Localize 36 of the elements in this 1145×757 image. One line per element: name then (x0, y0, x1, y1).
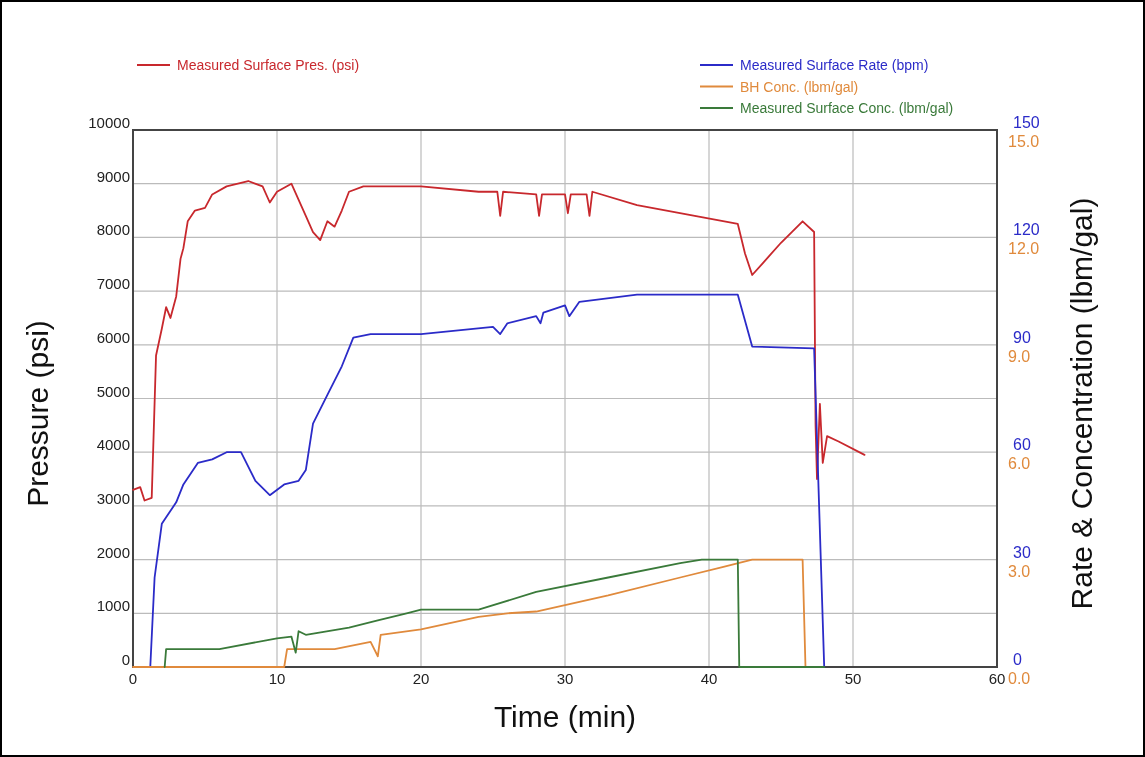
y-tick-label: 10000 (88, 114, 130, 131)
x-tick-label: 60 (988, 670, 1006, 687)
x-tick-label: 50 (844, 670, 862, 687)
y-tick-label: 4000 (96, 436, 130, 454)
y-tick-label: 2000 (96, 543, 130, 561)
y3-tick-label: 15.0 (1008, 133, 1040, 150)
y2-tick-label: 30 (1013, 543, 1031, 561)
y-tick-label: 8000 (96, 221, 130, 239)
x-tick-label: 20 (412, 670, 430, 687)
x-tick-label: 40 (700, 670, 718, 687)
y-tick-label: 7000 (96, 275, 130, 293)
x-tick-label: 10 (268, 670, 286, 687)
y2-tick-label: 60 (1013, 436, 1031, 454)
y-tick-label: 6000 (96, 328, 130, 346)
y-tick-label: 1000 (96, 597, 130, 615)
legend-label: Measured Surface Pres. (psi) (177, 57, 360, 73)
y3-tick-label: 0.0 (1008, 670, 1031, 687)
legend-label: BH Conc. (lbm/gal) (740, 78, 859, 95)
x-axis-title: Time (min) (493, 700, 637, 733)
y3-tick-label: 6.0 (1008, 455, 1031, 473)
y-tick-label: 0 (121, 651, 130, 668)
legend-label: Measured Surface Conc. (lbm/gal) (740, 100, 954, 116)
y2-tick-label: 120 (1013, 221, 1040, 239)
legend-label: Measured Surface Rate (bpm) (740, 57, 929, 73)
y3-tick-label: 12.0 (1008, 240, 1040, 258)
y-tick-label: 5000 (96, 382, 130, 400)
y2-tick-label: 150 (1013, 114, 1040, 131)
y-axis-title: Pressure (psi) (21, 320, 54, 507)
x-tick-label: 30 (556, 670, 574, 687)
y3-tick-label: 9.0 (1008, 347, 1031, 365)
y2-axis-title: Rate & Concentration (lbm/gal) (1065, 197, 1098, 610)
y3-tick-label: 3.0 (1008, 562, 1031, 580)
y2-tick-label: 0 (1013, 651, 1022, 668)
y-tick-label: 3000 (96, 489, 130, 507)
y2-tick-label: 90 (1013, 328, 1031, 346)
y-tick-label: 9000 (96, 167, 130, 185)
